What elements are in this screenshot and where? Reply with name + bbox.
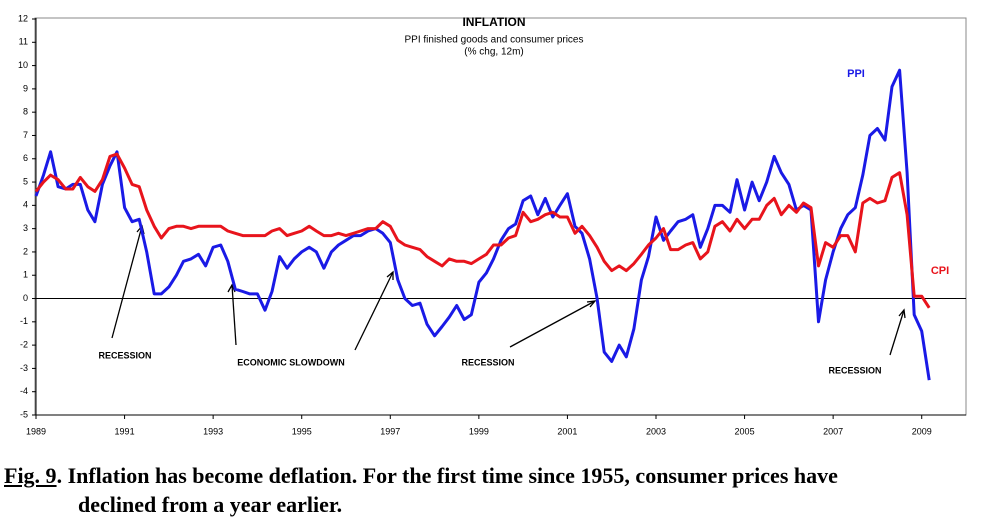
x-tick-label: 1995 [292,426,312,436]
series-label: PPI [847,68,865,80]
y-tick-label: 4 [23,200,28,210]
annotation: ECONOMIC SLOWDOWN [237,357,345,367]
y-tick-label: -1 [20,316,28,326]
chart: INFLATION PPI finished goods and consume… [18,13,967,436]
annotation: RECESSION [828,365,881,375]
y-tick-label: 10 [18,60,28,70]
x-tick-label: 2005 [735,426,755,436]
y-tick-label: 5 [23,176,28,186]
series-line [34,68,931,381]
y-tick-label: 7 [23,130,28,140]
arrows [111,224,906,356]
y-tick-label: -3 [20,363,28,373]
series-label: CPI [931,265,949,277]
y-tick-label: 12 [18,13,28,23]
x-tick-label: 1989 [26,426,46,436]
arrow-head [386,270,394,280]
x-tick-label: 1991 [115,426,135,436]
x-tick-label: 2009 [912,426,932,436]
plot-frame [34,17,967,416]
chart-title: INFLATION [462,15,525,29]
arrow [111,225,143,339]
x-tick-label: 2007 [823,426,843,436]
x-tick-label: 2001 [557,426,577,436]
arrow [354,271,394,351]
arrow-head [898,308,906,319]
caption-text: declined from a year earlier. [78,492,343,517]
arrow [889,309,905,356]
caption-text: . Inflation has become deflation. For th… [56,463,838,488]
y-tick-label: 11 [19,37,28,47]
y-tick-label: 8 [23,107,28,117]
y-tick-label: 6 [23,153,28,163]
y-tick-label: -4 [20,386,28,396]
chart-subtitle: PPI finished goods and consumer prices [405,35,584,46]
annotation: RECESSION [461,357,514,367]
arrow [509,300,596,348]
arrow-head [586,300,597,308]
caption: declined from a year earlier. [78,492,342,518]
series-line [34,152,931,309]
caption-label: Fig. 9 [4,463,57,488]
x-tick-label: 1993 [203,426,223,436]
y-tick-label: 1 [23,270,28,280]
chart-subtitle: (% chg, 12m) [464,47,523,58]
y-tick-label: 2 [23,246,28,256]
x-tick-label: 2003 [646,426,666,436]
y-tick-label: 9 [23,83,28,93]
y-tick-label: -2 [20,339,28,349]
y-tick-label: -5 [20,409,28,419]
caption: Fig. 9. Inflation has become deflation. … [4,463,838,489]
y-tick-label: 3 [23,223,28,233]
arrow [231,284,237,346]
y-tick-label: 0 [23,293,28,303]
annotation: RECESSION [98,350,151,360]
x-tick-label: 1997 [380,426,400,436]
x-tick-label: 1999 [469,426,489,436]
